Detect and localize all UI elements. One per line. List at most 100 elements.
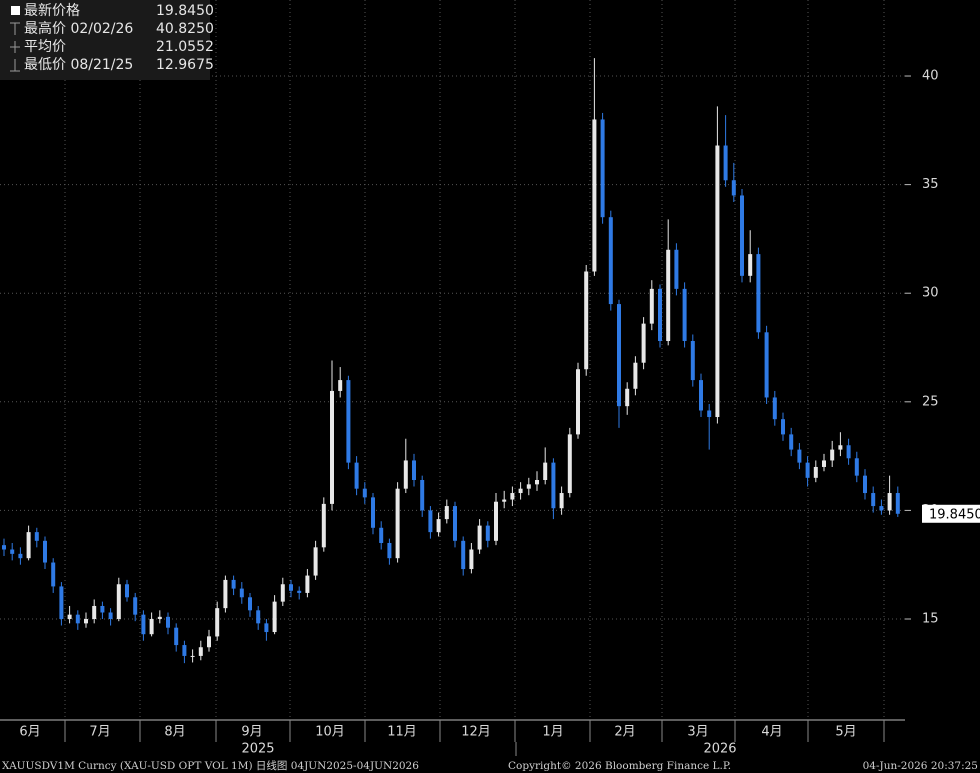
candle-body — [215, 608, 220, 637]
candle-body — [838, 445, 843, 450]
candle-body — [756, 254, 761, 333]
x-tick-label: 11月 — [387, 725, 417, 740]
candle-body — [830, 449, 835, 461]
candle-body — [313, 547, 318, 576]
candle-body — [149, 619, 154, 635]
candle-body — [346, 380, 351, 463]
candle-body — [166, 616, 170, 628]
candle-body — [297, 590, 302, 593]
x-tick-label: 8月 — [164, 725, 185, 740]
candle-body — [707, 410, 712, 418]
candle-body — [305, 575, 310, 593]
candle-body — [723, 145, 728, 181]
candle-body — [141, 614, 146, 635]
candle-body — [617, 304, 621, 407]
candle-body — [174, 627, 179, 646]
last-price-tag — [922, 504, 980, 523]
candle-body — [600, 119, 605, 218]
candle-body — [264, 623, 269, 633]
candle-body — [256, 610, 261, 624]
legend-box — [0, 0, 210, 80]
x-tick-label: 7月 — [89, 725, 110, 740]
candle-body — [625, 388, 630, 407]
candle-body — [84, 619, 88, 624]
candle-body — [805, 462, 810, 478]
candle-body — [543, 462, 548, 480]
candle-body — [797, 449, 802, 463]
legend-label: 最低价 08/21/25 — [24, 57, 133, 73]
candle-body — [67, 614, 72, 620]
candle-body — [338, 380, 343, 391]
candle-body — [502, 499, 507, 502]
footer-left: XAUUSDV1M Curncy (XAU-USD OPT VOL 1M) 日线… — [2, 759, 419, 772]
y-tick-label: 25 — [922, 394, 939, 409]
candle-body — [387, 542, 392, 559]
candle-body — [748, 254, 753, 276]
candle-body — [658, 288, 662, 341]
candle-body — [125, 584, 129, 598]
candle-body — [280, 584, 285, 602]
candle-body — [731, 180, 736, 196]
candle-body — [690, 340, 695, 381]
candle-body — [108, 612, 113, 620]
legend-value: 40.8250 — [156, 21, 214, 37]
x-tick-label: 12月 — [461, 725, 491, 740]
candle-body — [207, 636, 211, 648]
candle-body — [403, 460, 408, 489]
candle-body — [18, 553, 23, 559]
y-tick-label: 40 — [922, 69, 939, 84]
candle-body — [633, 362, 638, 389]
candle-body — [871, 493, 876, 507]
legend-value: 12.9675 — [156, 57, 214, 73]
candle-body — [354, 462, 359, 489]
candle-body — [289, 584, 293, 591]
candle-body — [453, 506, 457, 541]
candle-body — [715, 145, 720, 418]
candle-body — [879, 506, 884, 511]
x-tick-label: 3月 — [687, 725, 708, 740]
x-tick-label: 6月 — [19, 725, 40, 740]
legend-value: 19.8450 — [156, 3, 214, 19]
y-tick-label: 30 — [922, 286, 939, 301]
candle-body — [485, 525, 490, 541]
candle-body — [535, 480, 539, 485]
candle-body — [75, 614, 80, 624]
candle-body — [887, 493, 892, 511]
candle-body — [551, 462, 556, 509]
candle-body — [559, 493, 564, 509]
candle-body — [116, 584, 121, 620]
candle-body — [510, 493, 515, 500]
x-tick-label: 9月 — [241, 725, 262, 740]
candle-body — [469, 549, 474, 570]
candle-body — [133, 597, 138, 615]
legend-value: 21.0552 — [156, 39, 214, 55]
candle-body — [846, 445, 851, 459]
candle-body — [789, 434, 794, 450]
candle-body — [321, 503, 326, 548]
last-price-label: 19.8450 — [929, 507, 980, 522]
candle-body — [198, 647, 203, 656]
y-tick-label: 15 — [922, 612, 939, 627]
candle-body — [649, 288, 654, 324]
candle-body — [157, 616, 162, 620]
candle-body — [764, 332, 769, 398]
candle-body — [682, 288, 687, 341]
legend-label: 最新价格 — [24, 3, 80, 19]
candle-body — [330, 390, 334, 504]
candle-body — [2, 545, 6, 550]
candle-body — [92, 605, 97, 620]
candle-body — [772, 397, 777, 420]
candle-body — [395, 488, 400, 559]
candle-body — [895, 493, 900, 514]
candle-body — [567, 434, 572, 494]
candle-body — [379, 527, 384, 543]
candle-body — [34, 532, 39, 541]
candle-body — [518, 488, 523, 494]
x-tick-label: 10月 — [315, 725, 345, 740]
candle-body — [641, 323, 646, 363]
candle-body — [26, 532, 31, 559]
candle-body — [428, 510, 433, 533]
